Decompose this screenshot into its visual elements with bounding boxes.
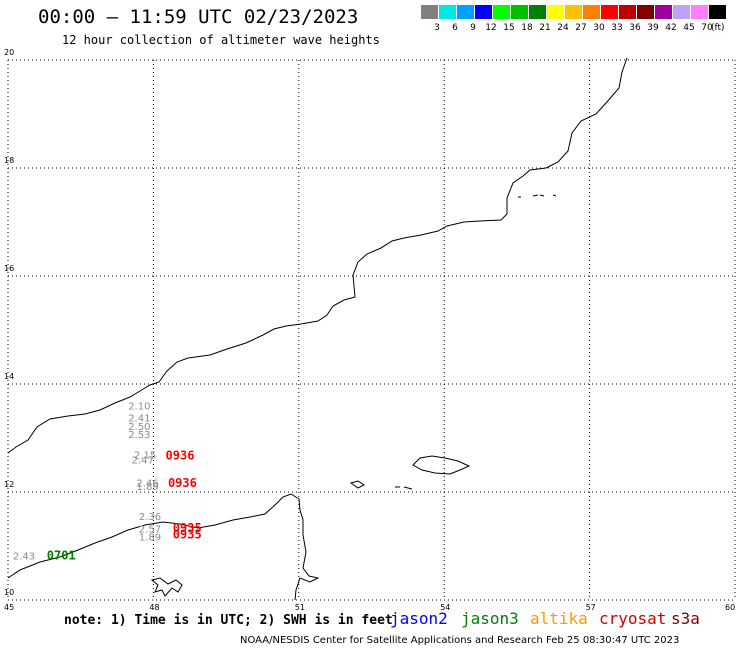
lon-label: 60 xyxy=(725,603,736,612)
pass-time-label: 0701 xyxy=(47,549,76,563)
legend-swatch xyxy=(457,5,474,19)
legend-swatch xyxy=(421,5,438,19)
lat-label: 20 xyxy=(4,48,15,57)
socotra-island xyxy=(412,455,471,475)
swh-value: 2.43 xyxy=(13,552,35,563)
swh-value: 2.36 xyxy=(139,512,161,523)
legend-swatch xyxy=(529,5,546,19)
lat-label: 10 xyxy=(4,588,15,597)
pass-time-label: 0936 xyxy=(168,476,197,490)
legend-swatch xyxy=(547,5,564,19)
legend-label: 42 xyxy=(665,23,677,33)
legend-label: 39 xyxy=(647,23,659,33)
legend-label: 12 xyxy=(485,23,497,33)
samhah-island xyxy=(395,486,413,490)
lon-label: 51 xyxy=(294,603,305,612)
swh-value: 2.50 xyxy=(128,422,150,433)
legend-swatch xyxy=(475,5,492,19)
lon-label: 54 xyxy=(440,603,451,612)
satellite-altika: altika xyxy=(530,609,588,628)
coastline xyxy=(7,57,628,601)
lon-label: 45 xyxy=(4,603,15,612)
legend-label: 3 xyxy=(434,23,440,33)
abd-al-kuri-island xyxy=(349,480,365,489)
legend-swatch xyxy=(439,5,456,19)
legend-swatch xyxy=(583,5,600,19)
satellite-cryosat: cryosat xyxy=(599,609,667,628)
credit-line: NOAA/NESDIS Center for Satellite Applica… xyxy=(240,635,680,646)
lat-label: 18 xyxy=(4,156,15,165)
legend-label: 45 xyxy=(683,23,695,33)
swh-value: 2.47 xyxy=(132,455,154,466)
somali-coastline xyxy=(7,493,320,601)
legend-label: 15 xyxy=(503,23,515,33)
swh-value: 2.41 xyxy=(128,413,150,424)
swh-value: 2.57 xyxy=(139,525,161,536)
swh-value: 1.89 xyxy=(139,533,161,544)
legend-swatch xyxy=(565,5,582,19)
legend-label: 24 xyxy=(557,23,569,33)
lon-label: 57 xyxy=(585,603,596,612)
legend-swatch xyxy=(601,5,618,19)
swh-value: 2.15 xyxy=(134,451,156,462)
legend-label: 36 xyxy=(629,23,641,33)
lat-label: 14 xyxy=(4,372,15,381)
lat-label: 16 xyxy=(4,264,15,273)
legend-unit: (ft) xyxy=(711,23,725,33)
legend-swatch xyxy=(691,5,708,19)
map-subtitle: 12 hour collection of altimeter wave hei… xyxy=(62,33,380,47)
pass-time-label: 0935 xyxy=(173,521,202,535)
arabian-coastline xyxy=(7,57,628,454)
lat-label: 12 xyxy=(4,480,15,489)
legend-swatch xyxy=(637,5,654,19)
pass-time-label: 0935 xyxy=(173,527,202,541)
swh-readings: 2.102.412.502.532.152.472.461.892.362.57… xyxy=(13,401,161,562)
swh-value: 2.53 xyxy=(128,430,150,441)
legend-swatch xyxy=(493,5,510,19)
legend-swatch xyxy=(511,5,528,19)
legend-swatch xyxy=(673,5,690,19)
legend-label: 30 xyxy=(593,23,605,33)
swh-value: 2.46 xyxy=(136,479,158,490)
legend-label: 9 xyxy=(470,23,476,33)
legend-swatch xyxy=(619,5,636,19)
legend-label: 33 xyxy=(611,23,623,33)
legend-label: 18 xyxy=(521,23,533,33)
satellite-jason3: jason3 xyxy=(461,609,519,628)
swh-value: 1.89 xyxy=(136,482,158,493)
legend-swatch xyxy=(709,5,726,19)
lat-lon-grid xyxy=(7,59,736,601)
legend-label: 27 xyxy=(575,23,587,33)
satellite-s3a: s3a xyxy=(671,609,700,628)
swh-value: 2.10 xyxy=(128,401,150,412)
coastal-fragment xyxy=(150,577,183,597)
pass-time-label: 0936 xyxy=(166,449,195,463)
kuria-muria-islands xyxy=(518,194,557,198)
legend-label: 21 xyxy=(539,23,551,33)
satellite-jason2: jason2 xyxy=(390,609,448,628)
legend-label: 6 xyxy=(452,23,458,33)
legend-swatch xyxy=(655,5,672,19)
map-title: 00:00 – 11:59 UTC 02/23/2023 xyxy=(38,6,359,28)
footer-note: note: 1) Time is in UTC; 2) SWH is in fe… xyxy=(64,613,393,628)
lon-label: 48 xyxy=(149,603,160,612)
legend-label: 70 xyxy=(701,23,713,33)
